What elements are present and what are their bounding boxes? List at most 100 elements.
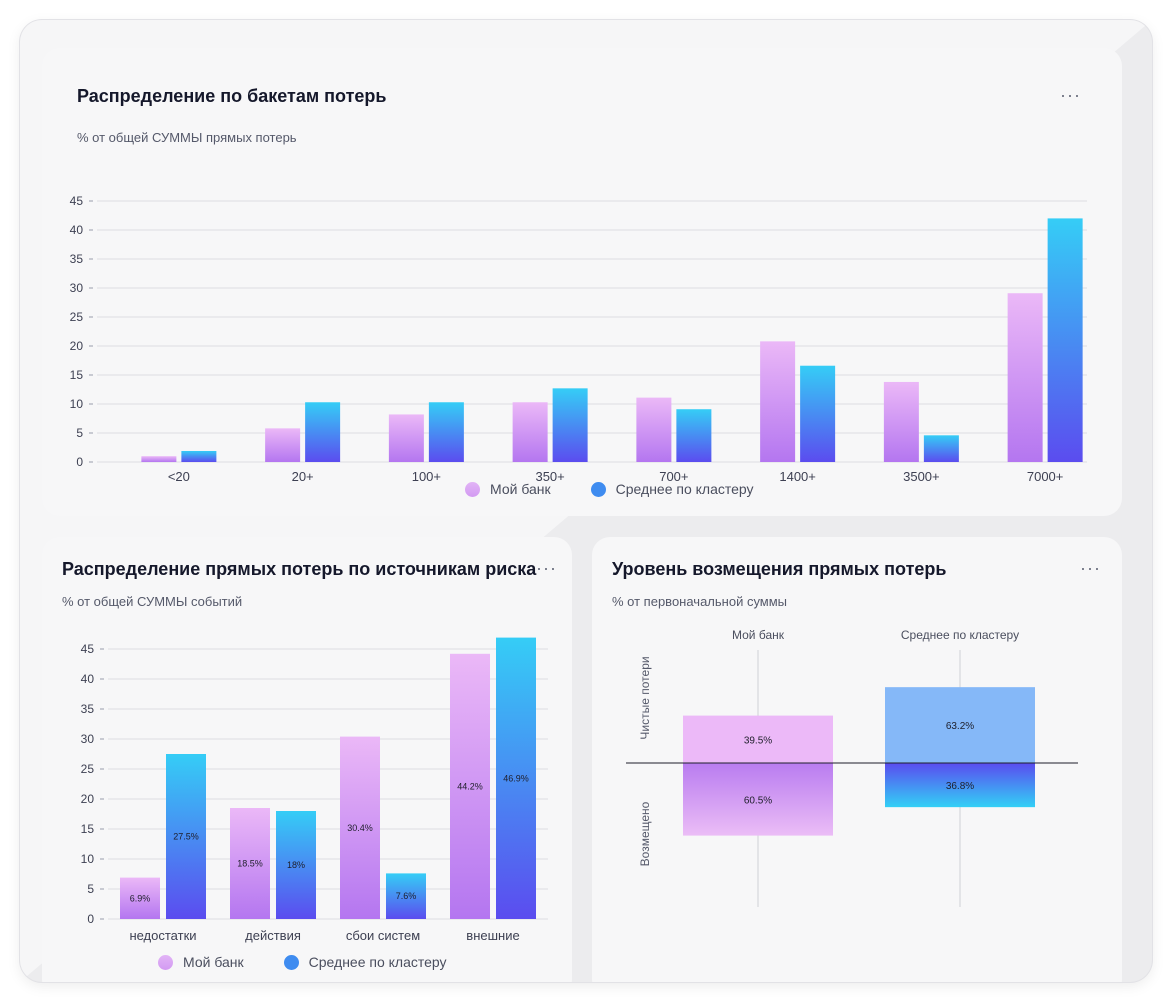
x-tick-label: 1400+ (779, 469, 816, 484)
y-tick-label: 5 (87, 882, 94, 896)
legend-item-my-bank[interactable]: Мой банк (158, 954, 244, 970)
bar-cluster (428, 402, 464, 462)
loss-buckets-chart: 0 5 10 15 20 25 30 35 40 45 <20 20+ 100+ 350+ 700+ 1400… (70, 194, 1087, 484)
data-label: 18.5% (237, 859, 263, 869)
y-tick-label: 25 (81, 762, 95, 776)
data-label: 27.5% (173, 832, 199, 842)
bar-net-loss (885, 687, 1035, 763)
x-tick-label: 20+ (292, 469, 314, 484)
x-tick-label: причины (467, 944, 519, 947)
more-options-icon[interactable]: ··· (1080, 558, 1101, 578)
bar-my-bank (636, 397, 672, 462)
more-options-icon[interactable]: ··· (536, 558, 557, 578)
bar-cluster (800, 365, 836, 462)
y-tick-label: 45 (81, 642, 95, 656)
y-tick-label: 35 (70, 252, 84, 266)
recovery-level-chart: Мой банк 39.5% 60.5% Среднее по кластеру 63.… (626, 628, 1078, 907)
x-tick-label: внешние (466, 928, 519, 943)
y-tick-label: 20 (81, 792, 95, 806)
y-tick-label: 35 (81, 702, 95, 716)
my-bank-dot-icon (158, 954, 173, 970)
x-tick-label: 3500+ (903, 469, 940, 484)
loss-buckets-card: Распределение по бакетам потерь ··· % от… (42, 48, 1122, 516)
data-label: 60.5% (744, 795, 772, 806)
bar-cluster (923, 435, 959, 462)
card-subtitle: % от первоначальной суммы (612, 594, 788, 609)
y-tick-label: 5 (76, 426, 83, 440)
y-tick-label: 15 (81, 822, 95, 836)
bar-my-bank (883, 381, 919, 462)
x-tick-label: недостатки (129, 928, 196, 943)
x-tick-label: 350+ (535, 469, 564, 484)
y-tick-label: 15 (70, 368, 84, 382)
bar-cluster (386, 873, 426, 919)
row-label: Чистые потери (638, 656, 652, 739)
bar-cluster (552, 388, 588, 462)
data-label: 30.4% (347, 823, 373, 833)
y-tick-label: 30 (70, 281, 84, 295)
cluster-dot-icon (283, 954, 299, 970)
data-label: 36.8% (946, 781, 974, 792)
y-tick-label: 25 (70, 310, 84, 324)
y-tick-label: 0 (87, 912, 94, 926)
bar-my-bank (450, 653, 490, 919)
my-bank-dot-icon (465, 481, 480, 497)
y-tick-label: 10 (70, 397, 84, 411)
legend-label: Мой банк (183, 954, 244, 970)
bar-cluster (496, 637, 536, 919)
x-tick-label: <20 (168, 469, 190, 484)
row-label: Возмещено (638, 801, 652, 866)
y-tick-label: 20 (70, 339, 84, 353)
bar-my-bank (120, 877, 160, 919)
x-tick-label: 700+ (659, 469, 688, 484)
x-tick-label: 100+ (412, 469, 441, 484)
data-label: 63.2% (946, 721, 974, 732)
card-title: Уровень возмещения прямых потерь (612, 559, 947, 579)
data-label: 46.9% (503, 773, 529, 783)
data-label: 44.2% (457, 781, 483, 791)
bar-my-bank (230, 808, 270, 919)
cluster-dot-icon (590, 481, 606, 497)
dashboard-frame: Распределение по бакетам потерь ··· % от… (20, 20, 1152, 982)
legend-item-cluster[interactable]: Среднее по кластеру (590, 481, 754, 497)
bar-cluster (676, 409, 712, 462)
y-tick-label: 45 (70, 194, 84, 208)
legend-label: Мой банк (490, 481, 551, 497)
bar-my-bank (141, 456, 177, 462)
bar-recovered (683, 763, 833, 836)
bar-my-bank (340, 736, 380, 919)
y-tick-label: 10 (81, 852, 95, 866)
bar-my-bank (388, 414, 424, 462)
bar-my-bank (512, 402, 548, 462)
card-subtitle: % от общей СУММЫ событий (62, 594, 243, 609)
x-tick-label: персонала (241, 944, 306, 947)
bar-my-bank (265, 428, 301, 462)
data-label: 6.9% (130, 893, 151, 903)
card-title: Распределение прямых потерь по источника… (62, 559, 537, 579)
data-label: 7.6% (396, 891, 417, 901)
bar-cluster (166, 754, 206, 919)
legend-item-cluster[interactable]: Среднее по кластеру (283, 954, 447, 970)
card-title: Распределение по бакетам потерь (77, 86, 387, 106)
bar-my-bank (760, 341, 796, 462)
column-label: Мой банк (732, 628, 785, 642)
more-options-icon[interactable]: ··· (1060, 85, 1081, 105)
chart-legend: Мой банк Среднее по кластеру (158, 954, 447, 970)
legend-label: Среднее по кластеру (615, 481, 754, 497)
data-label: 39.5% (744, 735, 772, 746)
recovery-level-card: Уровень возмещения прямых потерь ··· % о… (592, 537, 1122, 982)
column-label: Среднее по кластеру (901, 628, 1019, 642)
legend-label: Среднее по кластеру (308, 954, 447, 970)
chart-legend: Мой банк Среднее по кластеру (465, 481, 754, 497)
bar-cluster (181, 450, 217, 462)
bar-cluster (305, 402, 341, 462)
bar-net-loss (683, 715, 833, 763)
data-label: 18% (287, 860, 305, 870)
card-subtitle: % от общей СУММЫ прямых потерь (77, 130, 297, 145)
y-tick-label: 40 (70, 223, 84, 237)
bar-cluster (1047, 218, 1083, 462)
y-tick-label: 0 (76, 455, 83, 469)
bar-cluster (276, 811, 316, 919)
legend-item-my-bank[interactable]: Мой банк (465, 481, 551, 497)
y-tick-label: 30 (81, 732, 95, 746)
